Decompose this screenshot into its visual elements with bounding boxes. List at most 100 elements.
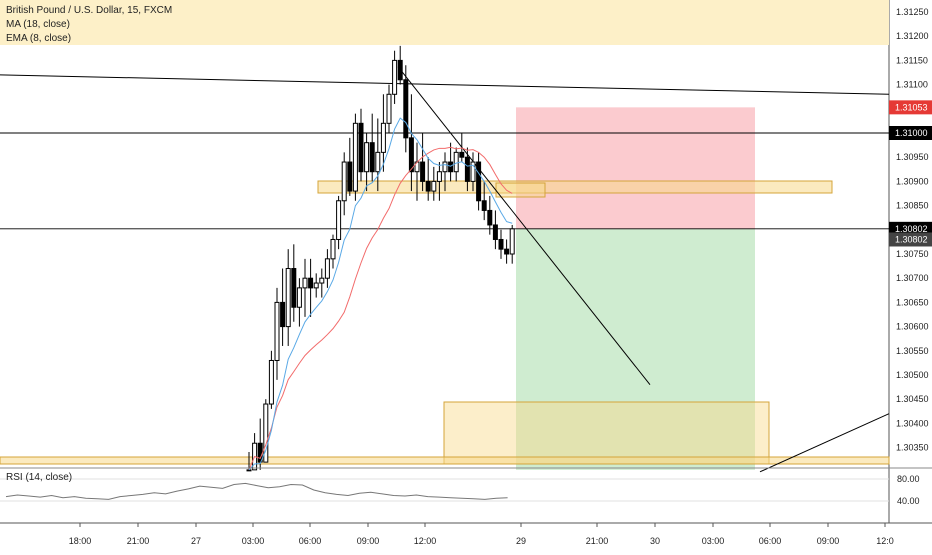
price-tick-label: 1.30850 (896, 201, 929, 211)
price-badge (889, 232, 932, 247)
candle[interactable] (481, 200, 487, 211)
candle[interactable] (324, 258, 330, 279)
trend-line[interactable] (397, 66, 651, 385)
candle[interactable] (397, 59, 403, 81)
candle[interactable] (280, 301, 286, 328)
candle[interactable] (442, 161, 448, 173)
candle[interactable] (302, 277, 308, 289)
price-badge-label: 1.30802 (895, 234, 928, 244)
candle[interactable] (246, 469, 252, 472)
ma-label[interactable]: MA (18, close) (6, 19, 70, 30)
zone-stop[interactable] (516, 107, 755, 229)
candle[interactable] (308, 277, 314, 289)
candle[interactable] (285, 268, 291, 328)
candle[interactable] (509, 228, 515, 255)
candle[interactable] (386, 93, 392, 124)
price-tick-label: 1.31150 (896, 55, 928, 65)
trend-line[interactable] (0, 74, 890, 95)
demand-zone[interactable] (443, 401, 770, 465)
candle[interactable] (347, 161, 353, 192)
candle[interactable] (425, 180, 431, 192)
candle[interactable] (436, 171, 442, 182)
price-badge-label: 1.31053 (895, 102, 928, 112)
ema-line[interactable] (248, 117, 513, 471)
price-tick-label: 1.30900 (896, 176, 929, 186)
ma-line[interactable] (248, 146, 513, 471)
time-tick-label: 27 (191, 536, 201, 546)
candle[interactable] (358, 122, 364, 173)
candle[interactable] (453, 151, 459, 173)
candle[interactable] (403, 79, 409, 139)
price-tick-label: 1.31250 (896, 7, 929, 17)
time-tick-label: 09:00 (817, 536, 840, 546)
time-tick-label: 29 (516, 536, 526, 546)
symbol-title[interactable]: British Pound / U.S. Dollar, 15, FXCM (6, 5, 173, 16)
candle[interactable] (291, 268, 297, 308)
legend: British Pound / U.S. Dollar, 15, FXCM MA… (6, 4, 172, 46)
candle[interactable] (459, 151, 465, 158)
price-tick-label: 1.30650 (896, 297, 929, 307)
time-tick-label: 06:00 (759, 536, 782, 546)
candle[interactable] (487, 209, 493, 226)
time-tick-label: 03:00 (702, 536, 725, 546)
candle[interactable] (268, 359, 274, 405)
time-tick-label: 03:00 (242, 536, 265, 546)
candle[interactable] (498, 238, 504, 250)
candle[interactable] (263, 403, 269, 463)
candle[interactable] (470, 161, 476, 182)
candle[interactable] (274, 301, 280, 361)
rsi-label[interactable]: RSI (14, close) (6, 472, 73, 483)
candle[interactable] (420, 161, 426, 182)
time-tick-label: 30 (650, 536, 660, 546)
resistance-zone[interactable] (317, 180, 833, 194)
candle[interactable] (364, 142, 370, 173)
price-tick-label: 1.30500 (896, 370, 929, 380)
candle[interactable] (408, 137, 414, 173)
candle[interactable] (492, 224, 498, 240)
candle[interactable] (341, 161, 347, 202)
candle[interactable] (330, 238, 336, 260)
price-badge (889, 221, 932, 236)
price-badge-label: 1.30802 (895, 224, 928, 234)
candle[interactable] (336, 200, 342, 240)
candle[interactable] (375, 151, 381, 173)
candle[interactable] (313, 282, 319, 289)
price-badge (889, 100, 932, 115)
time-tick-label: 21:00 (127, 536, 150, 546)
candle[interactable] (476, 161, 482, 202)
candle[interactable] (352, 122, 358, 192)
candle[interactable] (504, 248, 510, 255)
candle[interactable] (392, 59, 398, 95)
candle[interactable] (296, 287, 302, 308)
candle[interactable] (464, 156, 470, 182)
price-tick-label: 1.31200 (896, 31, 929, 41)
price-tick-label: 1.30700 (896, 273, 929, 283)
time-tick-label: 12:00 (414, 536, 437, 546)
support-band[interactable] (0, 456, 890, 465)
rsi-line[interactable] (5, 482, 508, 500)
rsi-tick-label: 80.00 (897, 474, 920, 484)
price-tick-label: 1.30600 (896, 322, 929, 332)
time-tick-label: 18:00 (69, 536, 92, 546)
zone-target[interactable] (516, 228, 755, 470)
candle[interactable] (448, 161, 454, 173)
candle[interactable] (369, 142, 375, 173)
price-tick-label: 1.30450 (896, 394, 929, 404)
price-badge (889, 126, 932, 140)
price-tick-label: 1.30750 (896, 249, 929, 259)
candle[interactable] (380, 122, 386, 153)
candle[interactable] (431, 180, 437, 192)
price-tick-label: 1.31100 (896, 80, 928, 90)
resistance-zone-small[interactable] (495, 182, 546, 198)
legend-band (0, 0, 889, 45)
price-axis[interactable] (889, 0, 932, 550)
trend-line[interactable] (759, 413, 890, 473)
time-tick-label: 09:00 (357, 536, 380, 546)
price-tick-label: 1.30400 (896, 418, 929, 428)
candle[interactable] (319, 277, 325, 284)
price-tick-label: 1.30350 (896, 443, 929, 453)
ema-label[interactable]: EMA (8, close) (6, 33, 72, 44)
price-badge-label: 1.31000 (895, 128, 928, 138)
